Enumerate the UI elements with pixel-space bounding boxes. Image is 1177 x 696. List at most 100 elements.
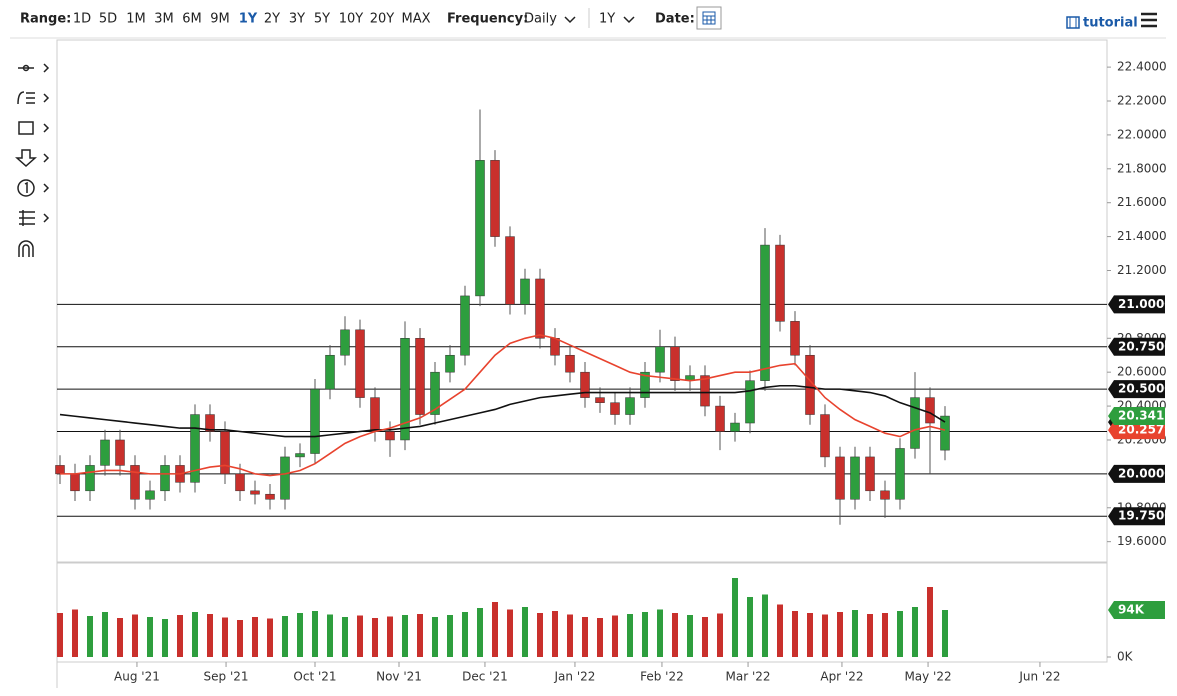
candle-body bbox=[250, 490, 260, 495]
candle-body bbox=[205, 414, 215, 432]
volume-bar bbox=[687, 615, 693, 657]
candle-body bbox=[580, 371, 590, 398]
volume-bar bbox=[357, 615, 363, 657]
candle-body bbox=[715, 405, 725, 432]
candle-body bbox=[130, 465, 140, 500]
last-price-label-box bbox=[1108, 407, 1165, 426]
volume-bar bbox=[537, 613, 543, 657]
candle-body bbox=[115, 439, 125, 466]
volume-bar bbox=[282, 616, 288, 657]
tutorial-icon[interactable] bbox=[1066, 16, 1080, 29]
volume-bar bbox=[582, 617, 588, 657]
range-option[interactable]: MAX bbox=[401, 12, 430, 27]
volume-bar bbox=[717, 613, 723, 657]
range-option[interactable]: 10Y bbox=[339, 12, 364, 27]
candle-body bbox=[640, 371, 650, 398]
last-volume-label-box bbox=[1108, 601, 1165, 619]
volume-bar bbox=[327, 614, 333, 657]
volume-bar bbox=[402, 615, 408, 657]
volume-bar bbox=[72, 609, 78, 657]
last-price-label: 20.3411 bbox=[1118, 409, 1173, 423]
candle-body bbox=[895, 448, 905, 500]
tool-line[interactable] bbox=[18, 63, 50, 73]
tool-tree[interactable] bbox=[19, 210, 50, 226]
y-tick-label: 22.4000 bbox=[1117, 60, 1167, 74]
candle-body bbox=[940, 415, 950, 451]
x-tick-label: Oct '21 bbox=[293, 670, 336, 684]
volume-bar bbox=[267, 618, 273, 657]
range-option[interactable]: 3Y bbox=[289, 12, 305, 27]
range-option[interactable]: 5Y bbox=[314, 12, 330, 27]
candle-body bbox=[670, 346, 680, 381]
y-tick-label: 21.8000 bbox=[1117, 161, 1167, 175]
menu-button[interactable] bbox=[1141, 12, 1157, 28]
volume-bar bbox=[657, 609, 663, 657]
volume-bar bbox=[792, 611, 798, 657]
ma-label-box bbox=[1108, 421, 1165, 440]
volume-bar bbox=[477, 608, 483, 657]
candle-body bbox=[220, 431, 230, 475]
tool-shape[interactable] bbox=[18, 121, 50, 135]
volume-bar bbox=[822, 614, 828, 657]
tool-arrow[interactable] bbox=[15, 149, 50, 168]
range-option[interactable]: 9M bbox=[210, 12, 230, 27]
candle-body bbox=[790, 321, 800, 356]
volume-bar bbox=[672, 613, 678, 657]
range-option[interactable]: 1Y bbox=[239, 12, 258, 27]
candle-body bbox=[520, 278, 530, 305]
ma-label: 20.2579 bbox=[1118, 423, 1173, 437]
candle-body bbox=[280, 456, 290, 500]
range-option[interactable]: 2Y bbox=[264, 12, 280, 27]
range-option[interactable]: 3M bbox=[154, 12, 174, 27]
volume-bar bbox=[447, 615, 453, 657]
tool-fib[interactable] bbox=[17, 91, 50, 105]
volume-bar bbox=[492, 602, 498, 657]
y-tick-label: 21.6000 bbox=[1117, 195, 1167, 209]
candle-body bbox=[340, 329, 350, 356]
candle-body bbox=[160, 465, 170, 492]
range-option[interactable]: 1M bbox=[126, 12, 146, 27]
frequency-value[interactable]: Daily bbox=[524, 12, 557, 27]
volume-bar bbox=[747, 597, 753, 657]
candle-body bbox=[475, 160, 485, 297]
candle-body bbox=[400, 338, 410, 441]
tutorial-link[interactable]: tutorial bbox=[1083, 16, 1138, 31]
tool-note[interactable] bbox=[17, 179, 50, 197]
volume-bar bbox=[372, 618, 378, 657]
volume-bar bbox=[177, 615, 183, 657]
candle-body bbox=[820, 414, 830, 458]
volume-bar bbox=[417, 614, 423, 657]
volume-bar bbox=[567, 614, 573, 657]
level-label-box bbox=[1108, 507, 1165, 526]
level-label: 19.7500 bbox=[1118, 509, 1173, 523]
y-tick-label: 22.2000 bbox=[1117, 94, 1167, 108]
candle-body bbox=[595, 397, 605, 403]
volume-bar bbox=[222, 617, 228, 657]
range-option[interactable]: 6M bbox=[182, 12, 202, 27]
x-tick-label: Jun '22 bbox=[1018, 670, 1060, 684]
volume-bar bbox=[702, 617, 708, 657]
x-tick-label: Sep '21 bbox=[204, 670, 249, 684]
range-option[interactable]: 1D bbox=[73, 12, 91, 27]
x-tick-label: Aug '21 bbox=[114, 670, 160, 684]
frequency-chevron[interactable] bbox=[564, 16, 576, 24]
x-tick-label: Apr '22 bbox=[820, 670, 863, 684]
period-chevron[interactable] bbox=[623, 16, 635, 24]
period-value[interactable]: 1Y bbox=[599, 12, 615, 27]
range-option[interactable]: 20Y bbox=[370, 12, 395, 27]
price-panel bbox=[56, 39, 1108, 563]
volume-panel bbox=[56, 562, 1108, 663]
range-option[interactable]: 5D bbox=[99, 12, 117, 27]
volume-bar bbox=[897, 611, 903, 657]
calendar-button[interactable] bbox=[696, 6, 722, 30]
volume-bar bbox=[342, 617, 348, 657]
tool-magnet[interactable] bbox=[18, 240, 34, 257]
volume-bar bbox=[942, 610, 948, 657]
candle-body bbox=[145, 490, 155, 500]
tool-bar bbox=[15, 63, 50, 257]
candle-body bbox=[430, 371, 440, 415]
volume-bar bbox=[102, 612, 108, 657]
level-label-box bbox=[1108, 380, 1165, 399]
